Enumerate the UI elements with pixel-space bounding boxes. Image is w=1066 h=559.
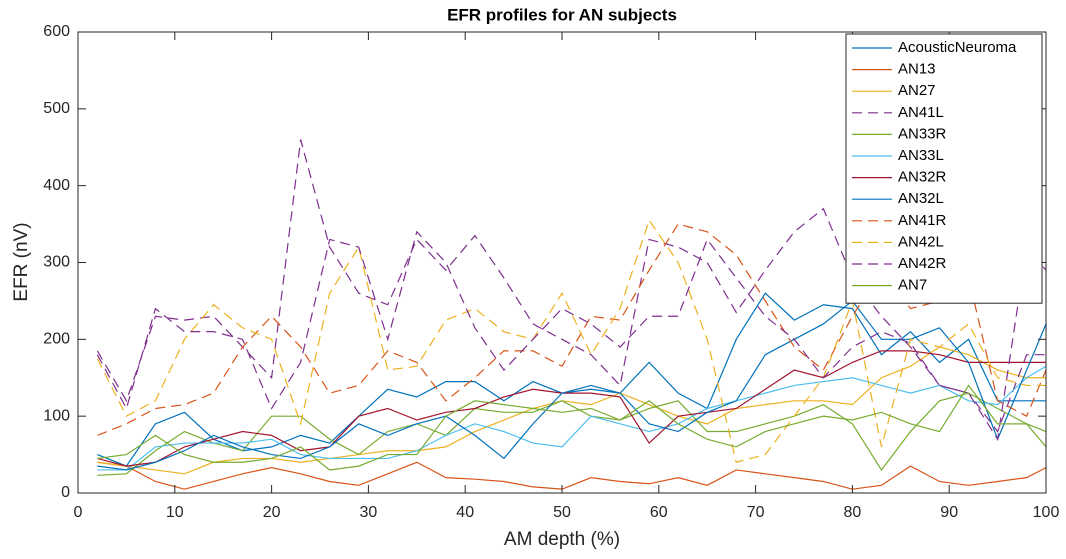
- series-line: [97, 384, 1047, 471]
- legend-label: AN42R: [898, 255, 947, 272]
- x-tick-label: 10: [166, 504, 184, 521]
- legend-box: [845, 33, 1043, 304]
- y-tick-label: 400: [43, 177, 70, 194]
- legend-label: AN33R: [898, 125, 947, 142]
- series-line: [97, 461, 1047, 490]
- x-tick-label: 80: [844, 504, 862, 521]
- legend-label: AN7: [898, 277, 927, 294]
- x-tick-label: 20: [263, 504, 281, 521]
- legend-label: AN32L: [898, 190, 944, 207]
- legend-label: AN41L: [898, 104, 944, 121]
- plot-area: [96, 139, 1047, 490]
- y-tick-label: 200: [43, 331, 70, 348]
- y-tick-label: 100: [43, 407, 70, 424]
- y-tick-label: 300: [43, 254, 70, 271]
- x-tick-label: 30: [360, 504, 378, 521]
- x-tick-label: 70: [747, 504, 765, 521]
- y-tick-label: 600: [43, 23, 70, 40]
- legend-label: AN42L: [898, 233, 944, 250]
- x-tick-label: 0: [74, 504, 83, 521]
- series-line: [96, 218, 1046, 464]
- series-line: [97, 365, 1047, 471]
- legend-label: AcousticNeuroma: [898, 39, 1017, 56]
- y-axis-label: EFR (nV): [11, 222, 32, 301]
- legend-label: AN33L: [898, 147, 944, 164]
- legend-label: AN13: [898, 61, 936, 78]
- series-line: [97, 346, 1046, 475]
- y-tick-label: 0: [61, 484, 70, 501]
- series-line: [97, 292, 1046, 467]
- x-tick-label: 40: [456, 504, 474, 521]
- series-line: [96, 139, 1046, 433]
- series-line: [97, 350, 1046, 467]
- x-tick-label: 100: [1033, 504, 1060, 521]
- legend-label: AN27: [898, 82, 936, 99]
- chart-title: EFR profiles for AN subjects: [447, 5, 677, 24]
- legend-label: AN32R: [898, 169, 947, 186]
- y-tick-label: 500: [43, 100, 70, 117]
- x-tick-label: 60: [650, 504, 668, 521]
- x-tick-label: 90: [940, 504, 958, 521]
- series-line: [97, 300, 1047, 471]
- x-axis-label: AM depth (%): [504, 529, 620, 550]
- x-tick-label: 50: [553, 504, 571, 521]
- legend-label: AN41R: [898, 212, 947, 229]
- series-line: [97, 223, 1047, 436]
